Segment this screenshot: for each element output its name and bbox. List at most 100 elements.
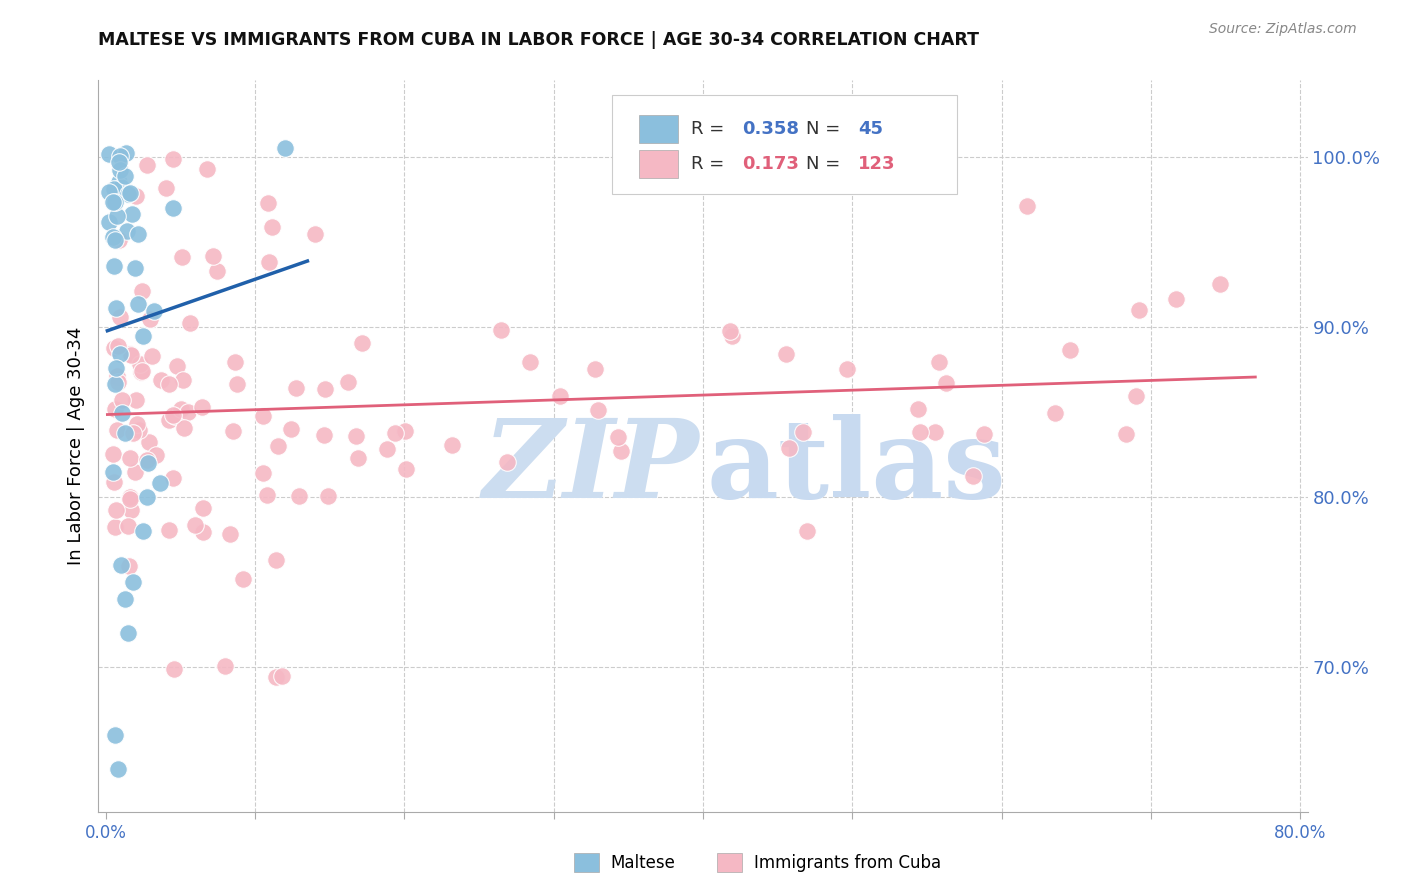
Point	[131, 364, 153, 378]
Point	[128, 357, 150, 371]
Point	[796, 524, 818, 538]
Point	[103, 182, 125, 196]
Point	[928, 355, 950, 369]
Point	[128, 423, 150, 437]
Point	[110, 558, 132, 572]
Point	[104, 361, 127, 376]
Point	[103, 446, 125, 460]
Point	[202, 249, 225, 263]
Point	[177, 404, 200, 418]
Point	[120, 502, 142, 516]
Point	[1128, 303, 1150, 318]
Point	[103, 259, 125, 273]
Point	[285, 381, 308, 395]
Point	[1125, 389, 1147, 403]
Point	[104, 233, 127, 247]
Point	[110, 179, 132, 194]
Point	[606, 430, 628, 444]
Point	[170, 250, 193, 264]
Point	[205, 264, 228, 278]
Point	[138, 434, 160, 449]
Text: R =: R =	[690, 120, 730, 138]
Point	[104, 728, 127, 742]
Point	[172, 373, 194, 387]
Point	[143, 304, 166, 318]
Point	[344, 429, 367, 443]
Point	[108, 155, 131, 169]
Text: Maltese: Maltese	[610, 854, 675, 871]
Point	[139, 311, 162, 326]
Point	[155, 180, 177, 194]
Point	[125, 189, 148, 203]
Point	[127, 227, 149, 242]
Point	[107, 375, 129, 389]
Point	[111, 392, 134, 407]
Point	[104, 194, 127, 209]
Point	[120, 490, 142, 504]
Point	[384, 425, 406, 440]
Point	[350, 336, 373, 351]
Point	[375, 442, 398, 457]
Point	[962, 468, 984, 483]
Point	[778, 441, 800, 455]
Point	[108, 162, 131, 177]
Point	[104, 520, 127, 534]
Point	[104, 402, 127, 417]
Point	[121, 426, 143, 441]
Point	[224, 355, 246, 369]
Text: N =: N =	[806, 120, 846, 138]
Point	[105, 209, 128, 223]
Point	[98, 185, 121, 199]
Point	[1015, 199, 1038, 213]
Point	[314, 382, 336, 396]
Point	[114, 169, 136, 184]
Point	[103, 465, 125, 479]
Point	[129, 365, 152, 379]
Point	[496, 455, 519, 469]
Point	[103, 230, 125, 244]
Point	[163, 409, 186, 423]
Point	[105, 301, 128, 315]
Point	[132, 328, 155, 343]
Point	[346, 450, 368, 465]
Point	[609, 444, 631, 458]
Point	[162, 152, 184, 166]
Text: 45: 45	[858, 120, 883, 138]
Point	[105, 424, 128, 438]
Point	[124, 465, 146, 479]
Point	[218, 526, 240, 541]
Point	[132, 524, 155, 538]
Text: Source: ZipAtlas.com: Source: ZipAtlas.com	[1209, 22, 1357, 37]
Point	[117, 559, 139, 574]
Point	[908, 425, 931, 439]
Point	[103, 475, 125, 489]
Point	[120, 491, 142, 506]
FancyBboxPatch shape	[613, 95, 957, 194]
Point	[136, 490, 159, 504]
Point	[222, 424, 245, 438]
Point	[145, 448, 167, 462]
Point	[105, 502, 128, 516]
Text: 0.173: 0.173	[742, 154, 799, 173]
Point	[1043, 406, 1066, 420]
Point	[111, 406, 134, 420]
Point	[440, 437, 463, 451]
Point	[257, 255, 280, 269]
Point	[136, 158, 159, 172]
Point	[394, 461, 416, 475]
Point	[110, 347, 132, 361]
Point	[114, 592, 136, 607]
Point	[115, 224, 138, 238]
Point	[394, 424, 416, 438]
Point	[170, 401, 193, 416]
Point	[107, 175, 129, 189]
Point	[1059, 343, 1081, 357]
Point	[107, 233, 129, 247]
Point	[256, 488, 278, 502]
Point	[162, 471, 184, 485]
Point	[935, 376, 957, 390]
Text: 0.358: 0.358	[742, 120, 799, 138]
Point	[125, 393, 148, 408]
Point	[118, 347, 141, 361]
Point	[107, 339, 129, 353]
